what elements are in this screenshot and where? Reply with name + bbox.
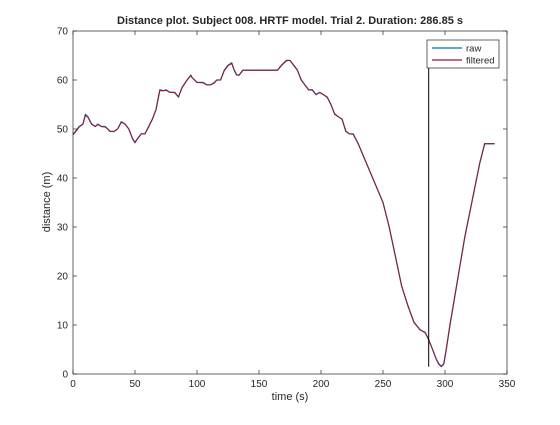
chart-title: Distance plot. Subject 008. HRTF model. … (117, 15, 463, 27)
legend-label-filtered: filtered (466, 56, 495, 67)
x-tick-label: 50 (129, 379, 141, 390)
x-tick-label: 150 (251, 379, 268, 390)
y-axis-label: distance (m) (41, 172, 53, 233)
x-tick-label: 0 (70, 379, 76, 390)
y-tick-label: 0 (62, 370, 68, 381)
x-tick-label: 300 (437, 379, 454, 390)
y-tick-label: 30 (57, 223, 69, 234)
y-tick-label: 70 (57, 27, 69, 38)
legend: raw filtered (427, 40, 499, 68)
y-tick-label: 50 (57, 125, 69, 136)
x-axis-label: time (s) (272, 391, 309, 403)
y-tick-label: 60 (57, 76, 69, 87)
y-tick-label: 20 (57, 272, 69, 283)
y-tick-label: 10 (57, 321, 69, 332)
x-tick-label: 100 (189, 379, 206, 390)
plot-area (73, 31, 507, 374)
x-tick-label: 350 (499, 379, 516, 390)
x-tick-label: 200 (313, 379, 330, 390)
x-tick-label: 250 (375, 379, 392, 390)
legend-label-raw: raw (466, 44, 481, 55)
y-tick-label: 40 (57, 174, 69, 185)
